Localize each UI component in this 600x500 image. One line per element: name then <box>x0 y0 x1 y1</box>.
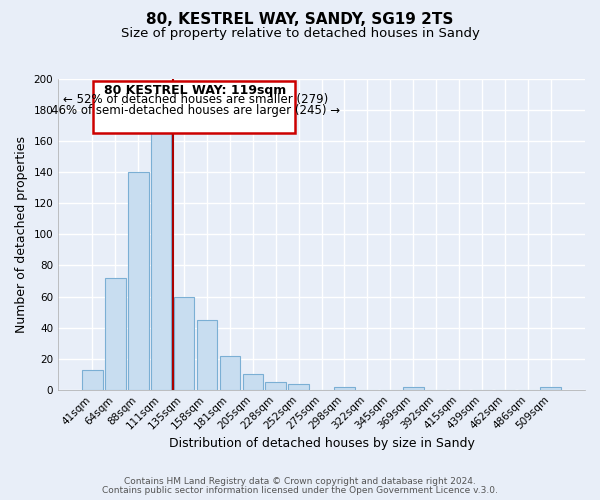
FancyBboxPatch shape <box>93 80 295 134</box>
Text: Contains public sector information licensed under the Open Government Licence v.: Contains public sector information licen… <box>102 486 498 495</box>
Bar <box>265 382 286 390</box>
Bar <box>105 278 125 390</box>
Text: Size of property relative to detached houses in Sandy: Size of property relative to detached ho… <box>121 28 479 40</box>
Bar <box>82 370 103 390</box>
Bar <box>151 134 172 390</box>
Bar <box>289 384 309 390</box>
Bar <box>334 386 355 390</box>
Text: 80, KESTREL WAY, SANDY, SG19 2TS: 80, KESTREL WAY, SANDY, SG19 2TS <box>146 12 454 28</box>
Text: 46% of semi-detached houses are larger (245) →: 46% of semi-detached houses are larger (… <box>51 104 340 117</box>
Bar <box>242 374 263 390</box>
Bar <box>174 296 194 390</box>
Bar <box>403 386 424 390</box>
Bar <box>220 356 240 390</box>
Bar <box>541 386 561 390</box>
Bar <box>197 320 217 390</box>
Text: ← 52% of detached houses are smaller (279): ← 52% of detached houses are smaller (27… <box>63 93 328 106</box>
Text: 80 KESTREL WAY: 119sqm: 80 KESTREL WAY: 119sqm <box>104 84 287 96</box>
Bar <box>128 172 149 390</box>
Text: Contains HM Land Registry data © Crown copyright and database right 2024.: Contains HM Land Registry data © Crown c… <box>124 477 476 486</box>
X-axis label: Distribution of detached houses by size in Sandy: Distribution of detached houses by size … <box>169 437 475 450</box>
Y-axis label: Number of detached properties: Number of detached properties <box>15 136 28 333</box>
